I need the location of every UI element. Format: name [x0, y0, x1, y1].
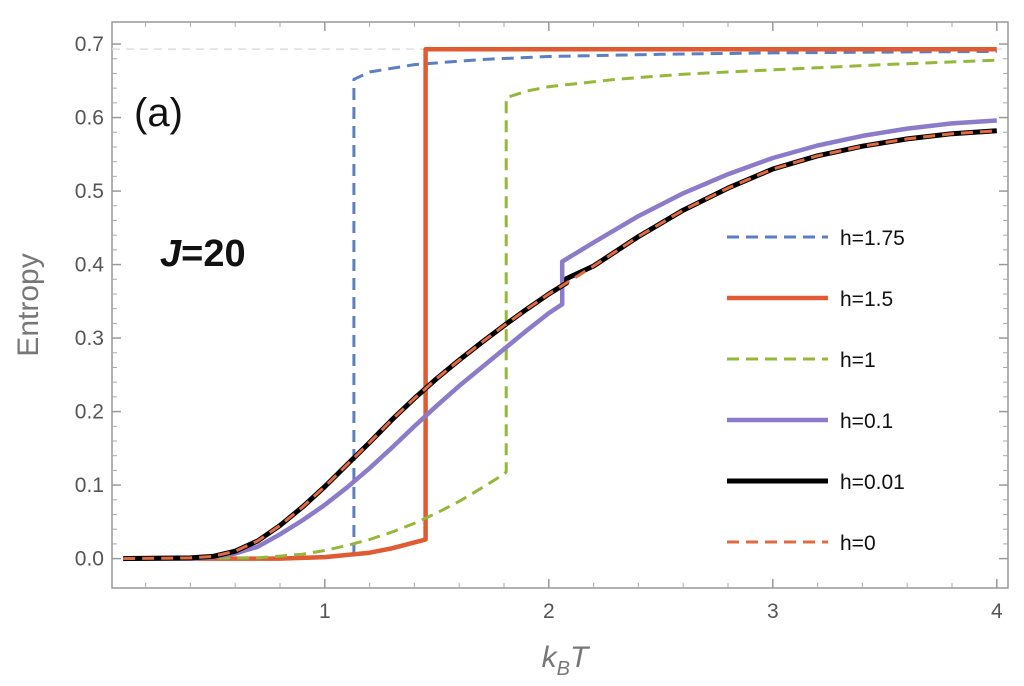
panel-label: (a): [134, 91, 183, 135]
legend-label: h=0.01: [840, 471, 905, 494]
series-h-1-5: [123, 46, 997, 561]
y-tick-label: 0.3: [75, 327, 104, 350]
y-tick-label: 0.1: [75, 474, 104, 497]
x-axis-title-sub: B: [557, 658, 570, 680]
legend-label: h=1.75: [840, 227, 905, 250]
y-tick-label: 0.5: [75, 180, 104, 203]
tick-labels: 1 2 3 4 0.0 0.1 0.2 0.3 0.4 0.5 0.6 0.7: [75, 33, 1003, 623]
x-tick-label: 2: [543, 600, 555, 623]
x-tick-label: 3: [767, 600, 779, 623]
parameter-var: J: [160, 233, 182, 275]
x-tick-label: 4: [991, 600, 1003, 623]
x-axis-title-var: T: [570, 641, 591, 674]
axis-ticks: [112, 22, 1008, 588]
x-tick-label: 1: [319, 600, 331, 623]
y-tick-label: 0.6: [75, 107, 104, 130]
y-axis-title: Entropy: [12, 253, 45, 356]
parameter-eq: =20: [181, 233, 245, 275]
legend: h=1.75 h=1.5 h=1 h=0.1 h=0.01 h=0: [727, 227, 905, 555]
legend-label: h=0: [840, 532, 876, 555]
series-layer: [123, 46, 997, 562]
series-h-1: [123, 58, 997, 561]
y-tick-label: 0.2: [75, 401, 104, 424]
y-tick-label: 0.7: [75, 33, 104, 56]
parameter-label: J=20: [160, 233, 246, 275]
legend-label: h=0.1: [840, 410, 893, 433]
x-axis-title: kBT: [542, 641, 591, 680]
series-h-0: [123, 129, 997, 561]
legend-label: h=1.5: [840, 288, 893, 311]
x-axis-title-main: k: [542, 641, 559, 674]
y-tick-label: 0.0: [75, 548, 104, 571]
series-h-0-1: [123, 118, 997, 561]
y-tick-label: 0.4: [75, 254, 105, 277]
legend-label: h=1: [840, 349, 876, 372]
